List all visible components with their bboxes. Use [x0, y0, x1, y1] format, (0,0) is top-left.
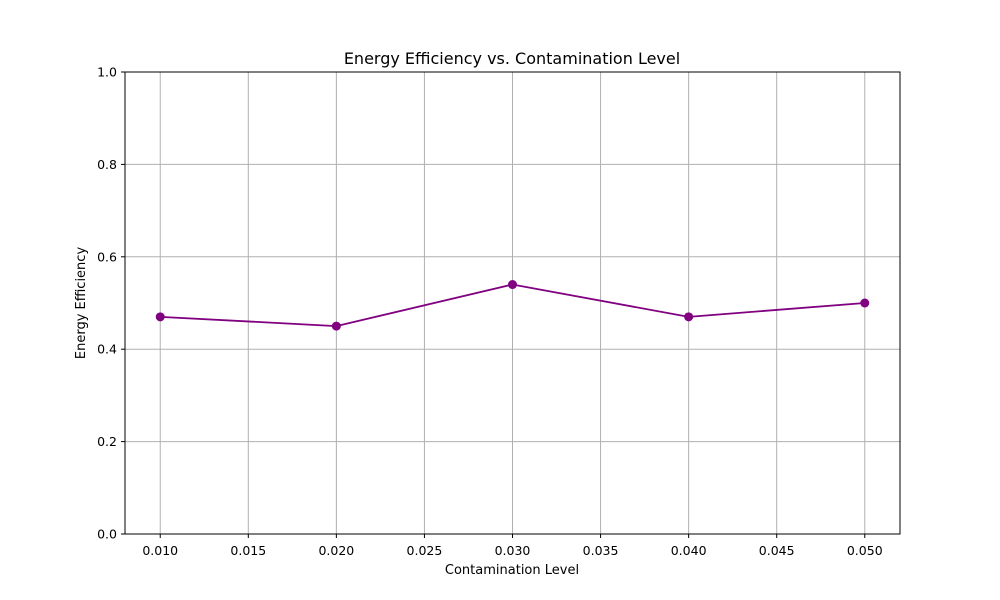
y-axis: 0.0 0.2 0.4 0.6 0.8 1.0: [97, 65, 125, 542]
x-tick-label: 0.035: [583, 543, 619, 558]
x-tick-label: 0.045: [759, 543, 795, 558]
y-tick-label: 0.4: [97, 342, 117, 357]
y-tick-label: 0.6: [97, 249, 117, 264]
data-point: [331, 321, 341, 331]
x-axis: 0.010 0.015 0.020 0.025 0.030 0.035 0.040 0.045…: [142, 534, 883, 558]
series-layer: [155, 280, 870, 331]
chart-title: Energy Efficiency vs. Contamination Leve…: [344, 49, 680, 68]
x-tick-label: 0.010: [142, 543, 178, 558]
y-tick-label: 0.2: [97, 434, 117, 449]
y-tick-label: 0.8: [97, 157, 117, 172]
x-tick-label: 0.020: [318, 543, 354, 558]
y-tick-label: 0.0: [97, 527, 117, 542]
x-tick-label: 0.040: [671, 543, 707, 558]
data-point: [860, 298, 870, 308]
x-tick-label: 0.015: [230, 543, 266, 558]
data-point: [155, 312, 165, 322]
x-tick-label: 0.050: [847, 543, 883, 558]
x-axis-title: Contamination Level: [445, 563, 579, 578]
x-tick-label: 0.030: [495, 543, 531, 558]
data-point: [508, 280, 517, 290]
data-point: [684, 312, 694, 322]
x-tick-label: 0.025: [407, 543, 443, 558]
y-axis-title: Energy Efficiency: [74, 247, 89, 360]
y-tick-label: 1.0: [97, 65, 117, 80]
